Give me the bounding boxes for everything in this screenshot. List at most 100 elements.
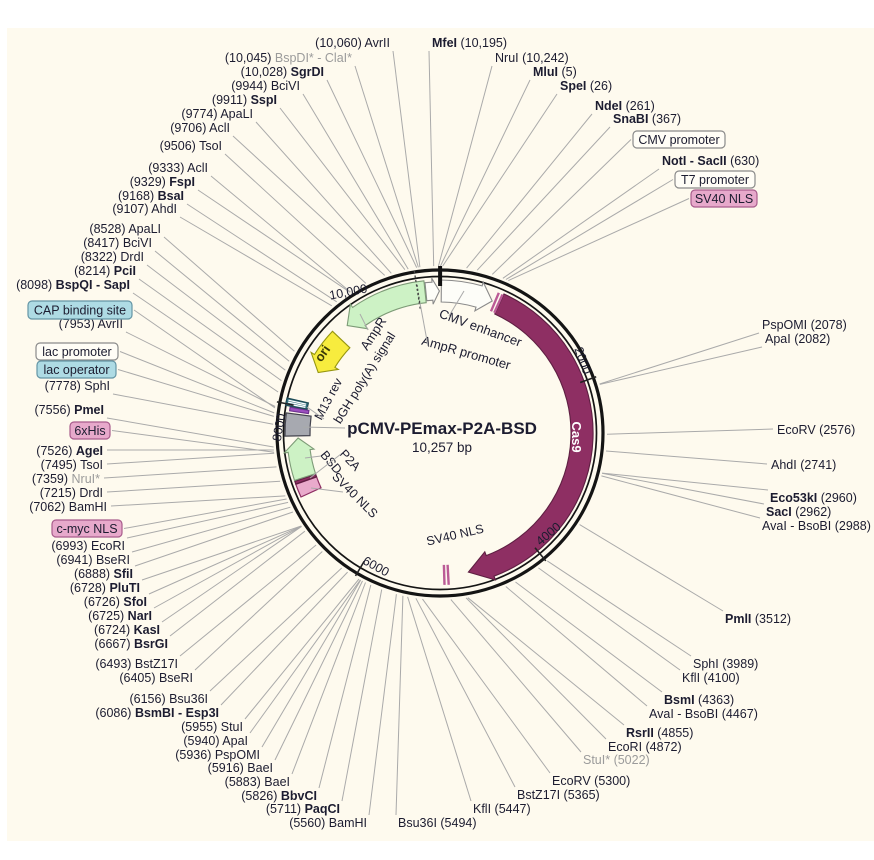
site-label-ecorv-5300-[interactable]: EcoRV (5300) bbox=[552, 774, 630, 788]
site-label--6728-pluti[interactable]: (6728) PluTI bbox=[70, 581, 140, 595]
feature-sv40-nls-mid-line[interactable] bbox=[442, 564, 446, 585]
site-label--9506-tsoi[interactable]: (9506) TsoI bbox=[160, 139, 222, 153]
site-label--6726-sfoi[interactable]: (6726) SfoI bbox=[84, 595, 147, 609]
site-label--5916-baei[interactable]: (5916) BaeI bbox=[208, 761, 273, 775]
site-label--6724-kasi[interactable]: (6724) KasI bbox=[94, 623, 160, 637]
feature-tag-lac-operator-box[interactable] bbox=[36, 360, 117, 379]
site-label--7062-bamhi[interactable]: (7062) BamHI bbox=[29, 500, 107, 514]
site-label-bsmi-4363-[interactable]: BsmI (4363) bbox=[664, 693, 734, 707]
callout-line bbox=[465, 597, 607, 740]
site-label--6725-nari[interactable]: (6725) NarI bbox=[88, 609, 152, 623]
site-label--6405-bseri[interactable]: (6405) BseRI bbox=[119, 671, 193, 685]
site-label-ahdi-2741-[interactable]: AhdI (2741) bbox=[771, 458, 836, 472]
feature-tag-lac-promoter-box[interactable] bbox=[35, 342, 119, 361]
site-label--6993-ecori[interactable]: (6993) EcoRI bbox=[51, 539, 125, 553]
feature-cmv-enhancer-promoter[interactable] bbox=[440, 279, 493, 313]
feature-bsd[interactable] bbox=[282, 437, 317, 482]
feature-tag-t7-promoter-box[interactable] bbox=[674, 170, 756, 189]
feature-ampr[interactable] bbox=[346, 280, 427, 330]
feature-sv40-nls-start-line[interactable] bbox=[489, 292, 500, 312]
feature-sv40-nls-start-line[interactable] bbox=[493, 294, 504, 314]
callout-line bbox=[138, 278, 282, 382]
feature-label-connector bbox=[302, 426, 346, 429]
site-label--6156-bsu36i[interactable]: (6156) Bsu36I bbox=[129, 692, 208, 706]
site-label-kfli-5447-[interactable]: KflI (5447) bbox=[473, 802, 531, 816]
site-label--7556-pmei[interactable]: (7556) PmeI bbox=[35, 403, 105, 417]
site-label--7495-tsoi[interactable]: (7495) TsoI bbox=[41, 458, 103, 472]
site-label-stui-5022-[interactable]: StuI* (5022) bbox=[583, 753, 650, 767]
site-label--6667-bsrgi[interactable]: (6667) BsrGI bbox=[94, 637, 168, 651]
site-label-snabi-367-[interactable]: SnaBI (367) bbox=[613, 112, 681, 126]
site-label--8322-drdi[interactable]: (8322) DrdI bbox=[81, 250, 144, 264]
feature-label-connector bbox=[310, 487, 344, 493]
site-label-avai-bsobi-2988-[interactable]: AvaI - BsoBI (2988) bbox=[762, 519, 871, 533]
feature-tag-cap-binding-site-box[interactable] bbox=[27, 300, 133, 320]
site-label--10-060-avrii[interactable]: (10,060) AvrII bbox=[315, 36, 390, 50]
site-label--10-028-sgrdi[interactable]: (10,028) SgrDI bbox=[241, 65, 324, 79]
site-label-bsu36i-5494-[interactable]: Bsu36I (5494) bbox=[398, 816, 477, 830]
site-label--6888-sfii[interactable]: (6888) SfiI bbox=[74, 567, 133, 581]
feature-tag-6xhis-box[interactable] bbox=[69, 421, 111, 440]
site-label--7359-nrui-[interactable]: (7359) NruI* bbox=[32, 472, 100, 486]
site-label--9774-apali[interactable]: (9774) ApaLI bbox=[181, 107, 253, 121]
site-label-ecori-4872-[interactable]: EcoRI (4872) bbox=[608, 740, 682, 754]
site-label-spei-26-[interactable]: SpeI (26) bbox=[560, 79, 612, 93]
site-label--8417-bcivi[interactable]: (8417) BciVI bbox=[83, 236, 152, 250]
site-label-saci-2962-[interactable]: SacI (2962) bbox=[766, 505, 831, 519]
site-label--7215-drdi[interactable]: (7215) DrdI bbox=[40, 486, 103, 500]
site-label-sphi-3989-[interactable]: SphI (3989) bbox=[693, 657, 758, 671]
site-label--9706-acli[interactable]: (9706) AclI bbox=[170, 121, 230, 135]
callout-line bbox=[491, 139, 632, 275]
feature-lac-operator-stripe[interactable] bbox=[288, 406, 310, 415]
feature-label-connector bbox=[419, 302, 429, 347]
site-label--8528-apali[interactable]: (8528) ApaLI bbox=[89, 222, 161, 236]
site-label--5936-pspomi[interactable]: (5936) PspOMI bbox=[175, 748, 260, 762]
site-label--9944-bcivi[interactable]: (9944) BciVI bbox=[231, 79, 300, 93]
site-label-bstz17i-5365-[interactable]: BstZ17I (5365) bbox=[517, 788, 600, 802]
feature-tag-cmv-promoter-box[interactable] bbox=[632, 130, 726, 149]
site-label-eco53ki-2960-[interactable]: Eco53kI (2960) bbox=[770, 491, 857, 505]
site-label--9333-acli[interactable]: (9333) AclI bbox=[148, 161, 208, 175]
site-label-nrui-10-242-[interactable]: NruI (10,242) bbox=[495, 51, 569, 65]
site-label--7778-sphi[interactable]: (7778) SphI bbox=[45, 379, 110, 393]
site-label--5560-bamhi[interactable]: (5560) BamHI bbox=[289, 816, 367, 830]
site-label--7526-agei[interactable]: (7526) AgeI bbox=[36, 444, 103, 458]
site-label--9911-sspi[interactable]: (9911) SspI bbox=[212, 93, 277, 107]
callout-line bbox=[605, 450, 768, 465]
feature-bgh-poly-a-signal[interactable] bbox=[284, 412, 312, 437]
site-label--6941-bseri[interactable]: (6941) BseRI bbox=[56, 553, 130, 567]
site-label-mlui-5-[interactable]: MluI (5) bbox=[533, 65, 577, 79]
site-label--5955-stui[interactable]: (5955) StuI bbox=[181, 720, 243, 734]
site-label-pspomi-2078-[interactable]: PspOMI (2078) bbox=[762, 318, 847, 332]
feature-tag-sv40-nls-box[interactable] bbox=[690, 189, 758, 208]
site-label-mfei-10-195-[interactable]: MfeI (10,195) bbox=[432, 36, 507, 50]
site-label-avai-bsobi-4467-[interactable]: AvaI - BsoBI (4467) bbox=[649, 707, 758, 721]
site-label--5711-paqci[interactable]: (5711) PaqCI bbox=[266, 802, 340, 816]
site-label--8098-bspqi-sapi[interactable]: (8098) BspQI - SapI bbox=[16, 278, 130, 292]
site-label--8214-pcii[interactable]: (8214) PciI bbox=[74, 264, 136, 278]
site-label-ndei-261-[interactable]: NdeI (261) bbox=[595, 99, 655, 113]
site-label-ecorv-2576-[interactable]: EcoRV (2576) bbox=[777, 423, 855, 437]
feature-ampr-promoter[interactable] bbox=[424, 277, 441, 305]
callout-line bbox=[606, 428, 774, 435]
feature-sv40-nls-mid-line[interactable] bbox=[446, 564, 450, 585]
site-label-rsrii-4855-[interactable]: RsrII (4855) bbox=[626, 726, 693, 740]
site-label-apai-2082-[interactable]: ApaI (2082) bbox=[765, 332, 830, 346]
site-label--9329-fspi[interactable]: (9329) FspI bbox=[130, 175, 195, 189]
site-label--5940-apai[interactable]: (5940) ApaI bbox=[183, 734, 248, 748]
site-label--5826-bbvci[interactable]: (5826) BbvCI bbox=[241, 789, 317, 803]
site-label--9107-ahdi[interactable]: (9107) AhdI bbox=[112, 202, 177, 216]
site-label--7953-avrii[interactable]: (7953) AvrII bbox=[59, 317, 123, 331]
feature-ori[interactable] bbox=[310, 330, 351, 374]
site-label--6493-bstz17i[interactable]: (6493) BstZ17I bbox=[95, 657, 178, 671]
site-label-pmli-3512-[interactable]: PmlI (3512) bbox=[725, 612, 791, 626]
site-label--9168-bsai[interactable]: (9168) BsaI bbox=[118, 189, 184, 203]
feature-tag-c-myc-nls-box[interactable] bbox=[51, 519, 123, 538]
site-label-kfli-4100-[interactable]: KflI (4100) bbox=[682, 671, 740, 685]
site-label--5883-baei[interactable]: (5883) BaeI bbox=[225, 775, 290, 789]
site-label-noti-sacii-630-[interactable]: NotI - SacII (630) bbox=[662, 154, 759, 168]
site-label--10-045-bspdi-clai-[interactable]: (10,045) BspDI* - ClaI* bbox=[225, 51, 352, 65]
feature-tag-cmv-promoter: CMV promoter bbox=[638, 133, 719, 147]
callout-line bbox=[442, 93, 558, 267]
site-label--6086-bsmbi-esp3i[interactable]: (6086) BsmBI - Esp3I bbox=[95, 706, 219, 720]
